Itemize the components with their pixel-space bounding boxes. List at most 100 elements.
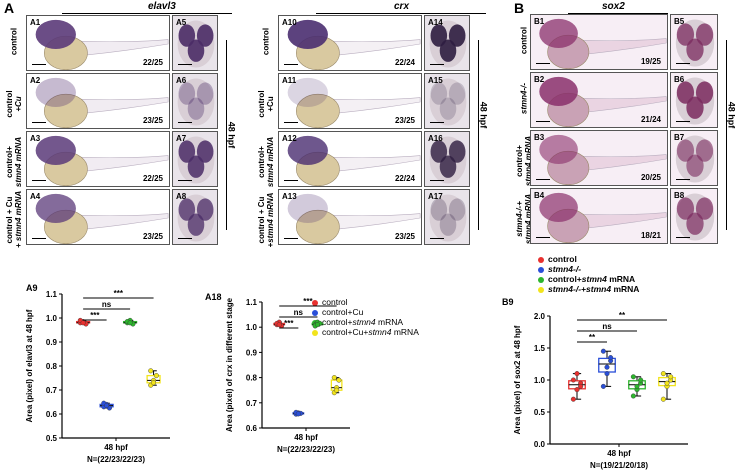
image-id: B7 [674,133,685,142]
data-point [600,348,606,354]
data-point [127,320,133,326]
dorsal-head-drawing [675,135,715,183]
stain-ratio: 22/24 [394,58,415,67]
embryo-tail [328,213,421,230]
stain-region [187,155,205,178]
scale-bar [32,63,46,65]
legend-text: mRNA [391,327,419,337]
embryo-drawing [287,193,421,244]
data-point [148,368,154,374]
image-id: B5 [674,17,685,26]
legend-text: stmn4 [352,317,376,327]
legend-text: stmn4 [581,274,607,284]
stain-ratio: 18/21 [640,231,661,240]
scale-bar [430,237,444,239]
image-id: A16 [428,134,443,143]
data-point [630,374,636,380]
stain-region [430,82,448,105]
significance-label: ns [102,300,112,309]
stain-region [178,82,196,105]
y-tick-label: 1.5 [534,344,546,353]
stain-ratio: 22/25 [142,58,163,67]
stain-region [686,96,704,119]
row-label-right: control + Cu +stmn4 mRNA [257,192,275,248]
stain-region [695,139,714,162]
stain-region [695,197,714,220]
legend-marker [538,266,544,273]
data-point [660,371,666,377]
stage-label-left: 48 hpf [226,121,237,149]
data-point [638,377,644,383]
embryo-drawing [35,19,169,70]
scale-bar [536,236,550,238]
sample-size-note: N=(19/21/20/18) [590,461,648,470]
crx-lateral-image: A12 22/24 [278,131,422,187]
y-tick-label: 0.5 [534,408,546,417]
head-outline [177,78,215,126]
y-tick-label: 0.0 [534,440,546,449]
image-id: B2 [534,75,545,84]
stain-region [178,198,196,221]
legend-b-item: stmn4-/-+stmn4 mRNA [538,284,639,294]
elavl3-dorsal-image: A7 [172,131,218,187]
legend-b-item: control+stmn4 mRNA [538,274,635,284]
image-id: B3 [534,133,545,142]
chart-a9: 0.5 0.6 0.7 0.8 0.9 1.0 1.1 Area (pixel) of ela… [25,289,170,464]
data-point [574,371,580,377]
embryo-head [287,77,328,108]
embryo-tail [328,155,421,172]
data-point [276,322,282,328]
scale-bar [178,237,192,239]
scale-bar [32,237,46,239]
stain-ratio: 20/25 [640,173,661,182]
sox2-dorsal-image: B5 [670,14,718,70]
image-id: B4 [534,191,545,200]
legend-marker [312,329,318,336]
y-axis-label: Area (pixel) of crx in different stage [225,297,234,432]
y-tick-label: 2.0 [534,312,546,321]
x-axis-label: 48 hpf [104,443,128,452]
stain-ratio: 22/24 [394,174,415,183]
y-tick-label: 1.0 [246,323,258,332]
stain-region [187,39,205,62]
stain-region [178,24,196,47]
embryo-tail [578,154,667,171]
sox2-lateral-image: B2 21/24 [530,72,668,128]
stage-bar-left [226,40,227,230]
scale-bar [676,120,690,122]
embryo-drawing [539,134,667,185]
legend-text: stmn4 [586,284,612,294]
embryo-tail [76,155,169,172]
chart-a9-label: A9 [26,283,38,293]
significance-label: ns [602,322,612,331]
data-point [608,355,614,361]
elavl3-dorsal-image: A5 [172,15,218,71]
embryo-tail [76,213,169,230]
image-id: B8 [674,191,685,200]
stain-region [448,82,466,105]
embryo-yolk [295,209,340,244]
legend-text: stmn4-/- [548,264,582,274]
row-label-line: stmn4-/-+ [515,201,524,237]
data-point [634,383,640,389]
legend-text: mRNA [375,317,404,327]
dorsal-head-drawing [429,20,467,68]
embryo-head [539,134,578,165]
scale-bar [284,179,298,181]
legend-text: control+ [322,317,353,327]
data-point [151,380,157,386]
crx-lateral-image: A10 22/24 [278,15,422,71]
y-tick-label: 0.9 [246,348,258,357]
dorsal-head-drawing [675,19,715,67]
elavl3-dorsal-image: A8 [172,189,218,245]
head-outline [429,194,467,242]
scale-bar [284,237,298,239]
stain-region [448,140,466,163]
sample-size-note: N=(22/23/22/23) [277,445,335,454]
embryo-drawing [539,76,667,127]
embryo-head [287,135,328,166]
significance-label: *** [114,289,124,298]
data-point [314,322,320,328]
stain-region [178,140,196,163]
embryo-drawing [539,192,667,243]
